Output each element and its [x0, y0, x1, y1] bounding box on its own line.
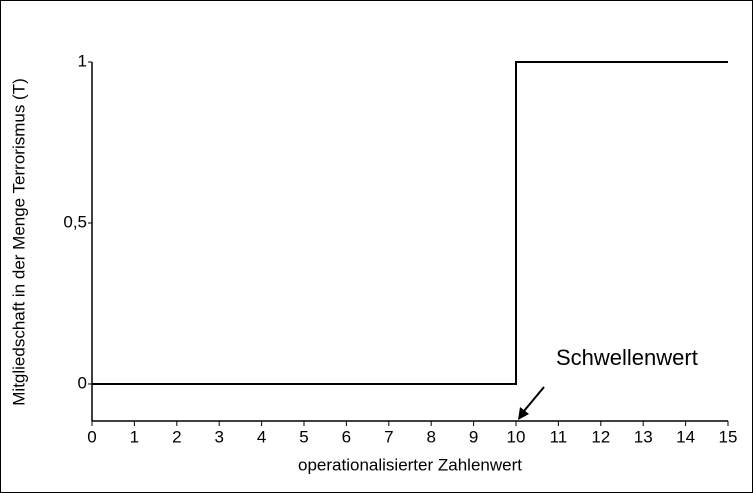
- x-tick-label: 9: [469, 427, 478, 446]
- x-tick-label: 3: [214, 427, 223, 446]
- annotation: Schwellenwert: [556, 345, 698, 370]
- x-tick-label: 8: [426, 427, 435, 446]
- x-tick-label: 14: [676, 427, 695, 446]
- x-tick-label: 11: [550, 427, 568, 446]
- x-tick-label: 12: [591, 427, 610, 446]
- x-tick-label: 6: [342, 427, 351, 446]
- x-tick-label: 13: [634, 427, 653, 446]
- y-tick-label: 1: [78, 51, 87, 70]
- x-tick-label: 15: [719, 427, 738, 446]
- y-tick-label: 0,5: [63, 212, 87, 231]
- y-axis-label: Mitgliedschaft in der Menge Terrorismus …: [9, 78, 28, 406]
- x-tick-label: 7: [384, 427, 393, 446]
- x-tick-label: 4: [257, 427, 266, 446]
- x-tick-label: 5: [299, 427, 308, 446]
- y-tick-label: 0: [78, 373, 87, 392]
- arrow-head: [518, 407, 529, 420]
- step-line: [92, 61, 728, 385]
- x-axis-label: operationalisierter Zahlenwert: [298, 455, 522, 474]
- x-tick-label: 1: [130, 427, 139, 446]
- annotation-arrow: [523, 386, 545, 412]
- x-tick-label: 0: [87, 427, 96, 446]
- x-tick-label: 10: [507, 427, 526, 446]
- x-tick-label: 2: [172, 427, 181, 446]
